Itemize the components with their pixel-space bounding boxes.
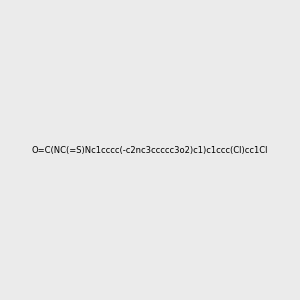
Text: O=C(NC(=S)Nc1cccc(-c2nc3ccccc3o2)c1)c1ccc(Cl)cc1Cl: O=C(NC(=S)Nc1cccc(-c2nc3ccccc3o2)c1)c1cc… bbox=[32, 146, 268, 154]
